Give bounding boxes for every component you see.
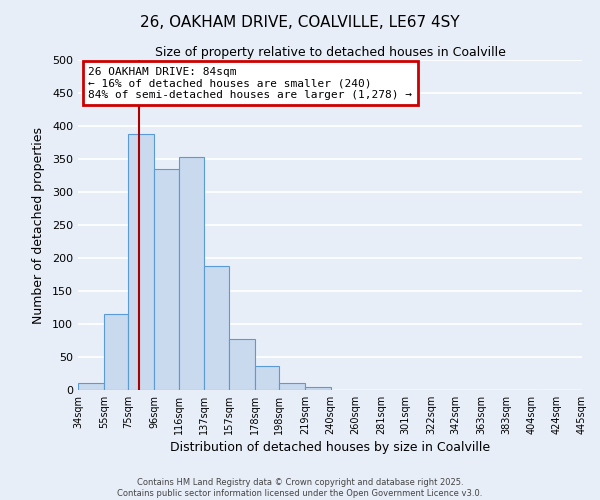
Bar — [104, 314, 128, 390]
Bar — [128, 134, 154, 390]
Bar — [205, 266, 229, 390]
Bar — [305, 386, 331, 390]
Text: Contains HM Land Registry data © Crown copyright and database right 2025.
Contai: Contains HM Land Registry data © Crown c… — [118, 478, 482, 498]
Bar — [229, 339, 254, 390]
Bar — [154, 169, 179, 390]
Bar — [179, 157, 205, 390]
Text: 26, OAKHAM DRIVE, COALVILLE, LE67 4SY: 26, OAKHAM DRIVE, COALVILLE, LE67 4SY — [140, 15, 460, 30]
Y-axis label: Number of detached properties: Number of detached properties — [32, 126, 45, 324]
X-axis label: Distribution of detached houses by size in Coalville: Distribution of detached houses by size … — [170, 441, 490, 454]
Title: Size of property relative to detached houses in Coalville: Size of property relative to detached ho… — [155, 46, 505, 59]
Bar — [78, 384, 104, 390]
Bar — [254, 366, 279, 390]
Bar — [279, 384, 305, 390]
Text: 26 OAKHAM DRIVE: 84sqm
← 16% of detached houses are smaller (240)
84% of semi-de: 26 OAKHAM DRIVE: 84sqm ← 16% of detached… — [88, 66, 412, 100]
